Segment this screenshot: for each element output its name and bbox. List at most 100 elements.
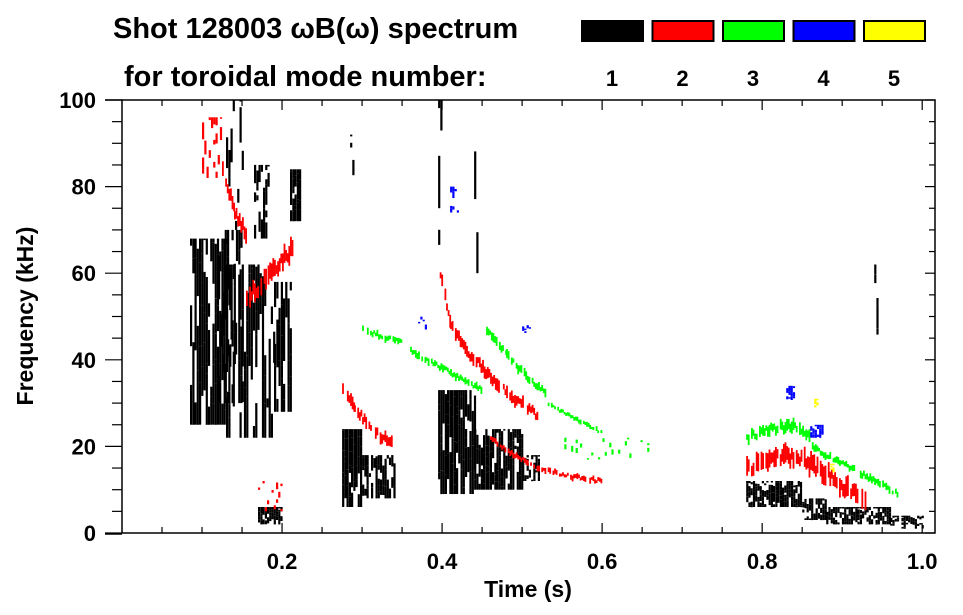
spectral-mark <box>528 475 531 478</box>
spectral-mark <box>206 166 209 178</box>
spectral-mark <box>225 178 227 187</box>
spectral-mark <box>480 447 483 453</box>
spectral-mark <box>888 507 892 509</box>
spectral-mark <box>871 519 874 525</box>
spectral-mark <box>917 515 920 519</box>
spectral-mark <box>862 513 865 519</box>
spectral-mark <box>523 367 526 377</box>
spectral-mark <box>346 485 349 507</box>
spectral-mark <box>280 509 283 512</box>
spectral-mark <box>232 351 235 363</box>
y-tick-label: 60 <box>72 261 96 286</box>
spectral-mark <box>763 428 766 436</box>
spectral-mark <box>360 441 363 447</box>
spectral-mark <box>265 184 268 205</box>
spectral-mark <box>496 470 499 482</box>
spectral-mark <box>215 133 218 144</box>
spectral-mark <box>265 210 268 218</box>
spectral-mark <box>443 365 446 371</box>
spectral-mark <box>803 446 806 467</box>
spectral-mark <box>531 455 534 460</box>
spectral-mark <box>458 440 461 450</box>
spectral-mark <box>568 412 571 417</box>
spectral-mark <box>579 419 582 425</box>
spectral-mark <box>873 507 876 509</box>
spectral-mark <box>276 398 279 412</box>
spectral-mark <box>220 313 223 347</box>
spectral-mark <box>393 473 396 487</box>
spectral-mark <box>194 238 197 258</box>
spectral-mark <box>230 188 232 201</box>
spectral-mark <box>261 315 265 363</box>
spectral-mark <box>228 404 231 417</box>
x-tick-label: 0.4 <box>427 549 458 574</box>
spectral-mark <box>346 469 349 486</box>
chart-subtitle: for toroidal mode number: <box>124 61 487 93</box>
spectral-mark <box>366 488 369 496</box>
spectral-mark <box>366 465 369 475</box>
spectral-mark <box>360 465 363 486</box>
spectral-mark <box>509 469 513 485</box>
spectral-mark <box>755 451 758 471</box>
spectral-mark <box>800 449 803 462</box>
spectral-mark <box>451 463 454 495</box>
spectral-mark <box>201 238 204 254</box>
spectral-mark <box>447 414 450 425</box>
spectral-mark <box>263 208 266 222</box>
spectral-mark <box>816 424 820 427</box>
spectral-mark <box>768 484 771 487</box>
spectral-mark <box>819 434 822 438</box>
spectral-mark <box>274 281 277 308</box>
spectral-mark <box>770 484 773 493</box>
spectral-mark <box>804 518 807 520</box>
spectral-mark <box>223 336 226 379</box>
spectral-mark <box>268 338 271 389</box>
spectral-mark <box>494 462 497 475</box>
spectral-mark <box>808 498 812 505</box>
spectral-mark <box>294 175 297 187</box>
spectral-mark <box>518 438 522 444</box>
spectral-mark <box>598 477 601 482</box>
spectral-mark <box>264 403 267 438</box>
spectral-mark <box>765 425 768 431</box>
spectral-mark <box>498 455 501 467</box>
spectral-mark <box>451 416 454 439</box>
spectral-mark <box>286 253 289 263</box>
spectral-mark <box>538 465 540 472</box>
spectral-mark <box>386 455 389 459</box>
spectral-mark <box>888 513 892 517</box>
spectral-mark <box>777 482 780 489</box>
spectral-mark <box>539 387 542 392</box>
spectral-mark <box>377 485 380 492</box>
spectral-mark <box>205 373 208 425</box>
spectral-mark <box>765 452 768 469</box>
spectral-mark <box>775 426 777 436</box>
spectral-mark <box>869 473 872 481</box>
spectral-mark <box>830 512 833 518</box>
spectral-mark <box>850 516 853 521</box>
spectral-mark <box>352 159 355 176</box>
spectral-mark <box>611 449 614 455</box>
spectral-mark <box>550 402 553 408</box>
spectral-mark <box>496 441 499 447</box>
spectral-mark <box>788 481 791 485</box>
spectral-mark <box>296 199 299 203</box>
spectral-mark <box>451 373 454 378</box>
spectral-mark <box>364 467 367 477</box>
spectral-mark <box>760 451 763 470</box>
spectral-mark <box>587 422 590 427</box>
spectral-mark <box>537 458 540 462</box>
spectral-mark <box>781 448 784 462</box>
spectral-mark <box>908 515 911 518</box>
spectral-mark <box>234 211 236 220</box>
spectral-mark <box>802 503 805 508</box>
spectral-mark <box>819 460 822 477</box>
spectral-mark <box>914 522 917 525</box>
spectral-mark <box>280 516 283 521</box>
spectral-mark <box>884 507 887 509</box>
spectral-mark <box>841 521 845 525</box>
spectral-mark <box>344 475 347 499</box>
spectral-mark <box>812 428 815 431</box>
spectral-mark <box>846 514 849 518</box>
spectral-mark <box>205 238 208 255</box>
